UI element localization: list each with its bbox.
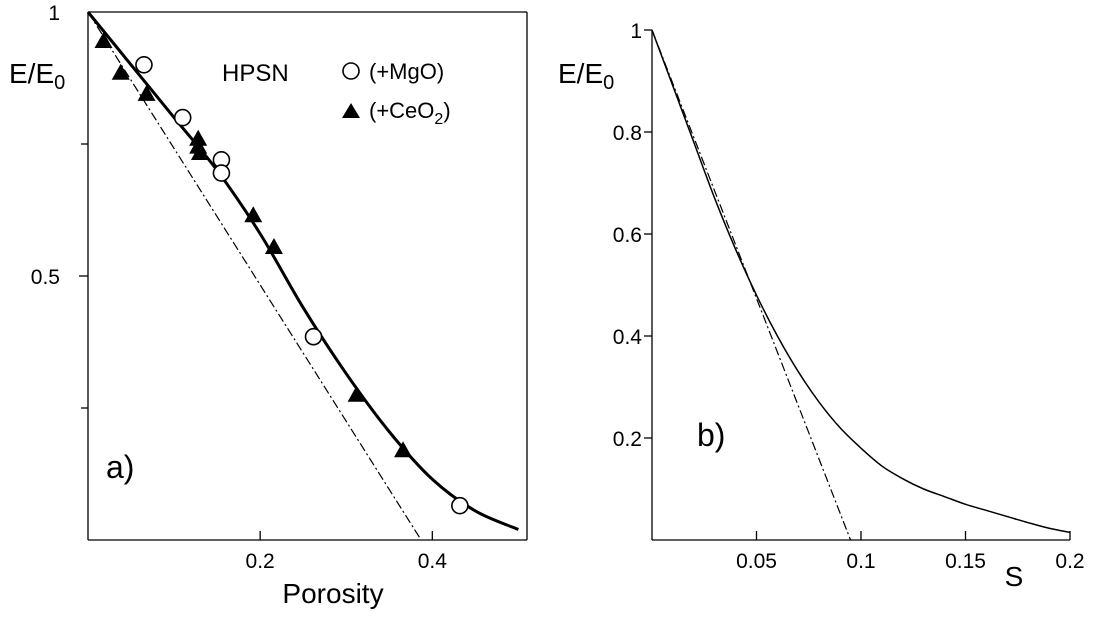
panel-a-linear-dashdot-line bbox=[87, 11, 422, 541]
legend-open-circle-marker bbox=[342, 62, 360, 80]
panel-b-panel-label: b) bbox=[697, 417, 725, 453]
mgo-data-point bbox=[212, 164, 231, 182]
ceo2-data-point bbox=[394, 441, 413, 458]
panel-a-ylabel-main: E/E bbox=[9, 58, 54, 89]
panel-a-legend: (+MgO) (+CeO2) bbox=[342, 59, 451, 128]
panel-a-ylabel: E/E0 bbox=[9, 58, 65, 94]
panel-a-x-tick-label: 0.4 bbox=[418, 550, 448, 573]
mgo-data-point bbox=[451, 496, 469, 515]
ceo2-data-point bbox=[137, 84, 156, 101]
ceo2-data-point bbox=[94, 32, 113, 49]
ceo2-data-point bbox=[347, 385, 366, 402]
panel-b-x-tick-label: 0.15 bbox=[945, 550, 986, 573]
panel-b-ylabel: E/E0 bbox=[558, 58, 614, 94]
ceo2-data-point bbox=[264, 237, 283, 254]
panel-b-ylabel-sub: 0 bbox=[603, 72, 614, 94]
ceo2-data-point bbox=[190, 143, 209, 160]
ceo2-data-point bbox=[244, 206, 263, 223]
panel-a-annotation: HPSN bbox=[222, 60, 289, 87]
legend-mgo-label: (+MgO) bbox=[369, 59, 444, 84]
panel-a-fit-curve bbox=[86, 11, 519, 531]
legend-ceo2-sub: 2 bbox=[434, 111, 443, 128]
panel-b-y-tick-label: 0.4 bbox=[613, 326, 643, 349]
panel-b-ylabel-main: E/E bbox=[558, 58, 603, 89]
panel-a-xlabel: Porosity bbox=[282, 578, 383, 609]
legend-filled-triangle-marker bbox=[342, 103, 360, 118]
legend-ceo2-main: (+CeO bbox=[369, 98, 434, 123]
panel-a-ylabel-sub: 0 bbox=[54, 72, 65, 94]
panel-b-chart: 0.05 0.1 0.15 0.2 0.2 0.4 0.6 0.8 1 E/E0 S b) bbox=[558, 20, 1085, 592]
panel-b-x-tick-label: 0.05 bbox=[736, 550, 777, 573]
legend-ceo2-tail: ) bbox=[443, 98, 450, 123]
legend-ceo2-label: (+CeO2) bbox=[369, 98, 451, 128]
panel-a-panel-label: a) bbox=[106, 449, 134, 485]
panel-b-y-tick-label: 1 bbox=[630, 20, 642, 43]
panel-a-y-tick-label: 1 bbox=[48, 2, 60, 25]
panel-a-chart: 0.2 0.4 0.5 1 E/E0 Porosity HPSN a) (+MgO) … bbox=[9, 2, 528, 609]
panel-a-x-tick-label: 0.2 bbox=[246, 550, 275, 573]
panel-b-x-tick-label: 0.1 bbox=[846, 550, 875, 573]
panel-b-y-tick-label: 0.8 bbox=[613, 122, 642, 145]
panel-b-solid-curve bbox=[651, 29, 1071, 534]
panel-b-xlabel: S bbox=[1005, 561, 1024, 592]
panel-b-y-tick-label: 0.6 bbox=[613, 224, 642, 247]
panel-b-linear-dashdot-line bbox=[651, 29, 852, 541]
panel-b-x-tick-label: 0.2 bbox=[1055, 550, 1084, 573]
panel-b-y-tick-label: 0.2 bbox=[613, 428, 642, 451]
ceo2-data-point bbox=[111, 63, 130, 80]
mgo-data-point bbox=[304, 327, 323, 346]
mgo-data-point bbox=[173, 108, 192, 127]
panel-a-y-tick-label: 0.5 bbox=[31, 266, 60, 289]
mgo-data-point bbox=[135, 56, 153, 74]
